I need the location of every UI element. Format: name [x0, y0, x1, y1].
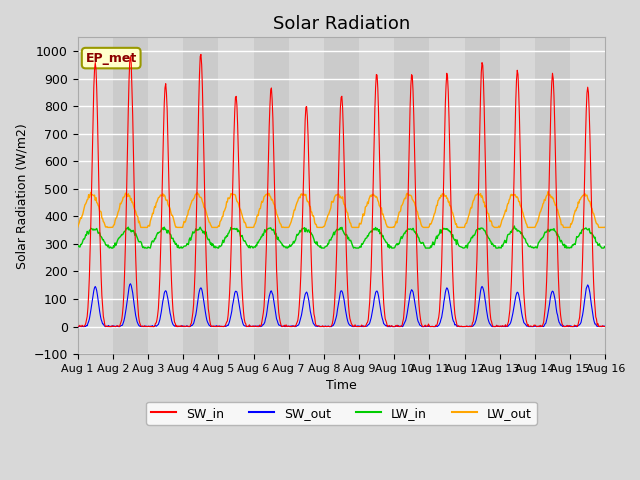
Bar [253, 37, 289, 354]
Bar [324, 37, 359, 354]
Title: Solar Radiation: Solar Radiation [273, 15, 410, 33]
X-axis label: Time: Time [326, 379, 357, 392]
Bar [113, 37, 148, 354]
Text: EP_met: EP_met [86, 51, 137, 65]
Bar [535, 37, 570, 354]
Bar [183, 37, 218, 354]
Y-axis label: Solar Radiation (W/m2): Solar Radiation (W/m2) [15, 123, 28, 269]
Bar [465, 37, 500, 354]
Legend: SW_in, SW_out, LW_in, LW_out: SW_in, SW_out, LW_in, LW_out [146, 402, 537, 424]
Bar [394, 37, 429, 354]
